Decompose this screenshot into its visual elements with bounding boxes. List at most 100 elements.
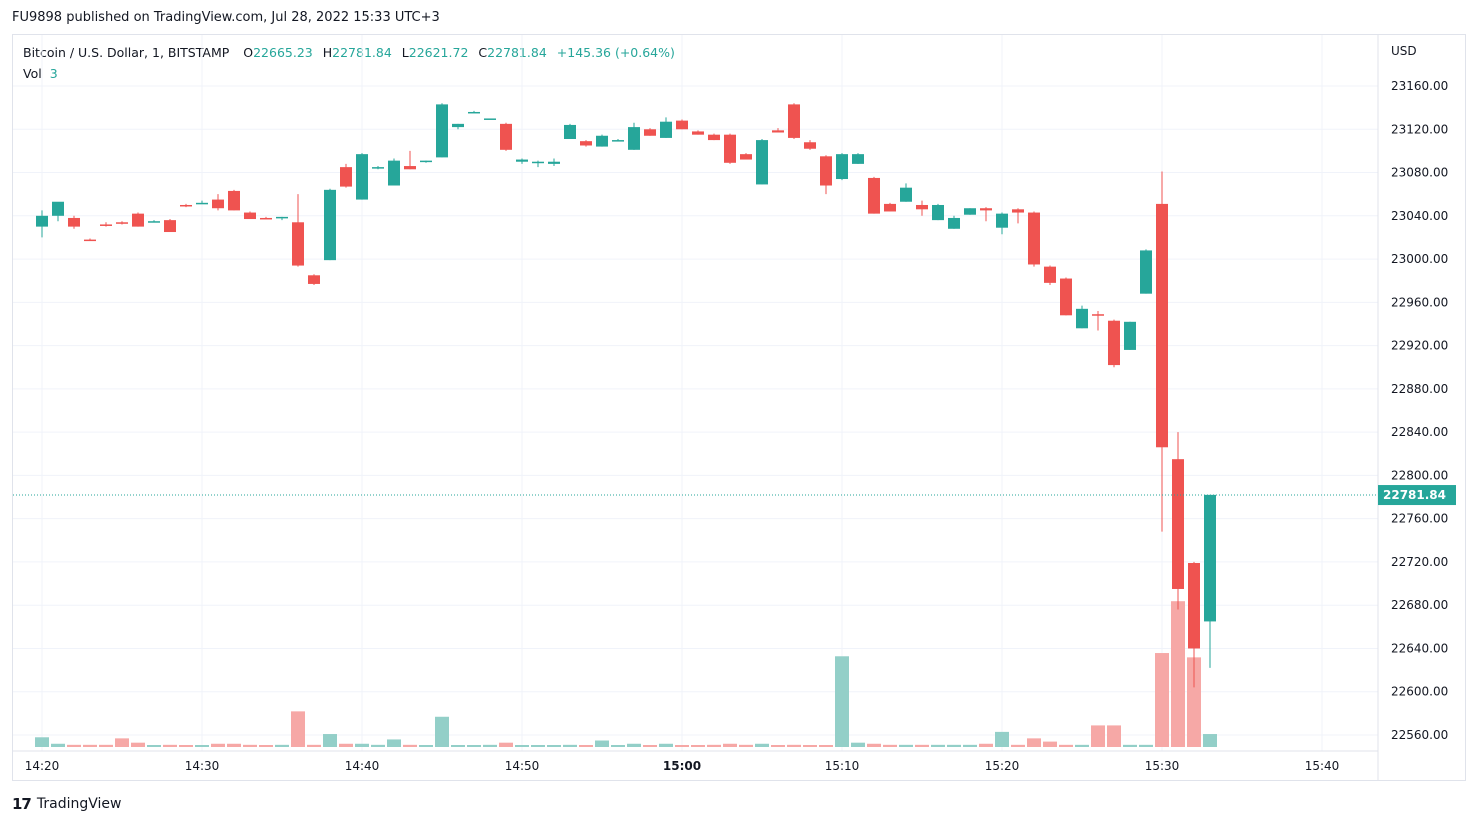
volume-bar [387,739,401,747]
candle-body [260,217,272,220]
last-price-tag [1378,485,1456,506]
time-tick-label: 14:20 [25,759,60,773]
candle-body [596,135,608,147]
time-tick-label: 15:40 [1305,759,1340,773]
volume-bar [1027,738,1041,747]
price-tick-label: 22960.00 [1391,295,1448,309]
ohlc-legend: Bitcoin / U.S. Dollar, 1, BITSTAMP O2266… [23,45,681,60]
candle-body [900,187,912,202]
volume-bar [1155,653,1169,747]
tradingview-footer[interactable]: 17 TradingView [12,795,121,813]
volume-bar [627,743,641,747]
candle-body [1156,203,1168,448]
volume-bar [707,744,721,747]
candle-body [196,202,208,205]
candle-body [292,222,304,266]
volume-bars [35,601,1217,747]
high-key: H [322,45,333,60]
volume-bar [131,742,145,747]
open-key: O [243,45,254,60]
candle-body [116,222,128,224]
candle-body [884,203,896,212]
candle-body [340,167,352,187]
volume-bar [115,738,129,747]
volume-bar [1203,734,1217,747]
volume-bar [163,744,177,747]
volume-bar [467,745,481,747]
volume-bar [899,744,913,747]
candle-body [484,118,496,120]
volume-bar [1043,741,1057,747]
candle-body [788,104,800,138]
volume-bar [723,743,737,747]
volume-bar [243,744,257,747]
grid-lines [13,35,1378,751]
chart-frame [12,34,1466,781]
candle-body [1124,321,1136,350]
volume-bar [99,744,113,747]
close-key: C [478,45,488,60]
candle-body [724,134,736,163]
volume-bar [691,745,705,747]
time-tick-label: 14:40 [345,759,380,773]
volume-bar [419,745,433,747]
candle-body [148,221,160,223]
candle-body [100,224,112,226]
volume-bar [1187,657,1201,747]
candle-body [420,160,432,163]
candle-body [52,201,64,216]
volume-bar [867,743,881,747]
candle-body [932,204,944,221]
candle-body [436,104,448,158]
close-value: 22781.84 [487,45,547,60]
candle-body [132,213,144,227]
candle-body [996,213,1008,228]
candle-body [964,208,976,215]
volume-bar [435,716,449,747]
candle-body [692,131,704,135]
candle-body [276,216,288,219]
candle-body [1204,494,1216,622]
volume-bar [67,744,81,747]
candle-body [212,199,224,209]
candle-body [36,215,48,227]
candle-body [564,124,576,140]
price-tick-label: 22920.00 [1391,339,1448,353]
candles [36,103,1216,688]
candle-body [820,156,832,186]
price-tick-label: 22560.00 [1391,728,1448,742]
volume-bar [563,744,577,747]
volume-bar [1075,744,1089,747]
candle-body [308,275,320,284]
candle-body [644,129,656,136]
price-tick-label: 23080.00 [1391,166,1448,180]
price-tick-label: 23000.00 [1391,252,1448,266]
volume-bar [675,745,689,747]
volume-bar [339,743,353,747]
candle-body [532,161,544,164]
price-tick-label: 22600.00 [1391,685,1448,699]
volume-bar [1107,725,1121,747]
candle-body [388,160,400,186]
candle-body [772,130,784,133]
time-tick-label: 14:30 [185,759,220,773]
volume-bar [819,745,833,747]
candle-body [164,220,176,233]
low-value: 22621.72 [408,45,469,60]
volume-bar [771,745,785,747]
candle-body [612,140,624,142]
candle-body [500,123,512,150]
symbol-name[interactable]: Bitcoin / U.S. Dollar, 1, BITSTAMP [23,45,230,60]
time-axis: 14:20 14:30 14:40 14:50 15:00 15:10 15:20 15:30… [25,759,1340,773]
last-price-label: 22781.84 [1383,488,1446,502]
candle-body [1044,266,1056,283]
price-tick-label: 22880.00 [1391,382,1448,396]
volume-bar [179,745,193,747]
volume-bar [947,744,961,747]
candle-body [468,111,480,114]
candle-body [1172,459,1184,589]
volume-bar [307,744,321,747]
volume-bar [515,745,529,747]
volume-bar [547,745,561,747]
